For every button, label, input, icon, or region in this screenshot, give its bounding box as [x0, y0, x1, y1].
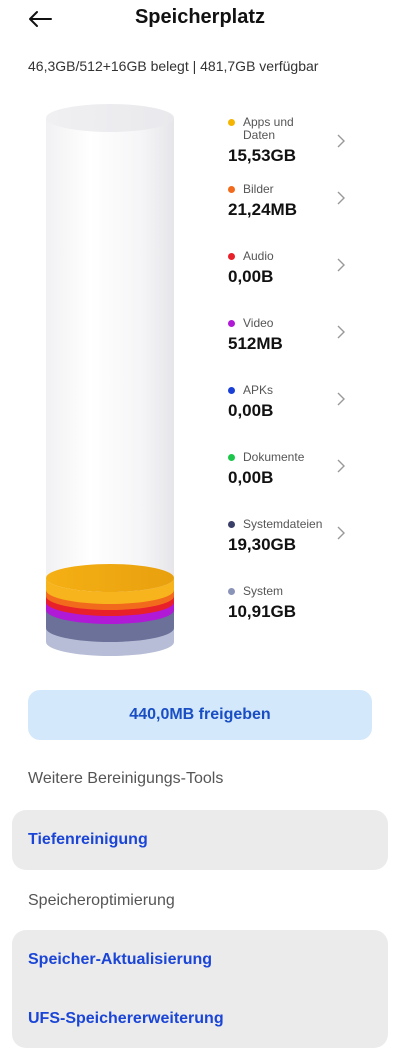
- chevron-right-icon: [337, 191, 345, 205]
- storage-update-item[interactable]: Speicher-Aktualisierung: [28, 951, 213, 968]
- legend-value: 0,00B: [228, 401, 274, 420]
- color-dot: [228, 320, 235, 327]
- legend-label: Apps und Daten: [243, 115, 294, 142]
- color-dot: [228, 387, 235, 394]
- legend-item-video[interactable]: Video 512MB: [228, 317, 378, 384]
- legend-value: 0,00B: [228, 468, 274, 487]
- legend-item-bilder[interactable]: Bilder 21,24MB: [228, 183, 378, 250]
- legend-label: APKs: [243, 383, 274, 397]
- header: Speicherplatz: [0, 0, 400, 40]
- optimization-card: Speicher-Aktualisierung UFS-Speichererwe…: [12, 930, 388, 1048]
- back-button[interactable]: [22, 5, 58, 33]
- legend-value: 15,53GB: [228, 146, 297, 165]
- color-dot: [228, 521, 235, 528]
- storage-cylinder: [40, 100, 180, 660]
- storage-legend: Apps und Daten 15,53GB Bilder 21,24MB Au…: [228, 116, 378, 652]
- legend-label: Audio: [243, 249, 274, 263]
- color-dot: [228, 253, 235, 260]
- legend-label: Bilder: [243, 182, 274, 196]
- color-dot: [228, 119, 235, 126]
- chevron-right-icon: [337, 134, 345, 148]
- chevron-right-icon: [337, 258, 345, 272]
- segment-free: [46, 118, 174, 592]
- legend-value: 10,91GB: [228, 602, 297, 621]
- chevron-right-icon: [337, 526, 345, 540]
- chevron-right-icon: [337, 392, 345, 406]
- legend-label: Video: [243, 316, 274, 330]
- legend-item-apks[interactable]: APKs 0,00B: [228, 384, 378, 451]
- section-title-optimization: Speicheroptimierung: [28, 892, 175, 909]
- chevron-right-icon: [337, 325, 345, 339]
- legend-label: Dokumente: [243, 450, 305, 464]
- color-dot: [228, 454, 235, 461]
- chevron-right-icon: [337, 459, 345, 473]
- arrow-left-icon: [29, 11, 52, 27]
- legend-value: 21,24MB: [228, 200, 297, 219]
- legend-item-apps[interactable]: Apps und Daten 15,53GB: [228, 116, 378, 183]
- color-dot: [228, 588, 235, 595]
- cleanup-card: Tiefenreinigung: [12, 810, 388, 870]
- free-space-button[interactable]: 440,0MB freigeben: [28, 690, 372, 740]
- ufs-extension-item[interactable]: UFS-Speichererweiterung: [28, 1010, 224, 1027]
- legend-item-systemdateien[interactable]: Systemdateien 19,30GB: [228, 518, 378, 585]
- page-title: Speicherplatz: [134, 6, 266, 28]
- legend-item-dokumente[interactable]: Dokumente 0,00B: [228, 451, 378, 518]
- storage-summary: 46,3GB/512+16GB belegt | 481,7GB verfügb…: [28, 58, 319, 74]
- legend-label: System: [243, 584, 284, 598]
- legend-value: 0,00B: [228, 267, 274, 286]
- legend-label: Systemdateien: [243, 517, 323, 531]
- color-dot: [228, 186, 235, 193]
- section-title-cleanup: Weitere Bereinigungs-Tools: [28, 770, 224, 787]
- legend-value: 19,30GB: [228, 535, 297, 554]
- deep-clean-item[interactable]: Tiefenreinigung: [28, 831, 148, 848]
- legend-value: 512MB: [228, 334, 283, 353]
- legend-item-system: System 10,91GB: [228, 585, 378, 652]
- legend-item-audio[interactable]: Audio 0,00B: [228, 250, 378, 317]
